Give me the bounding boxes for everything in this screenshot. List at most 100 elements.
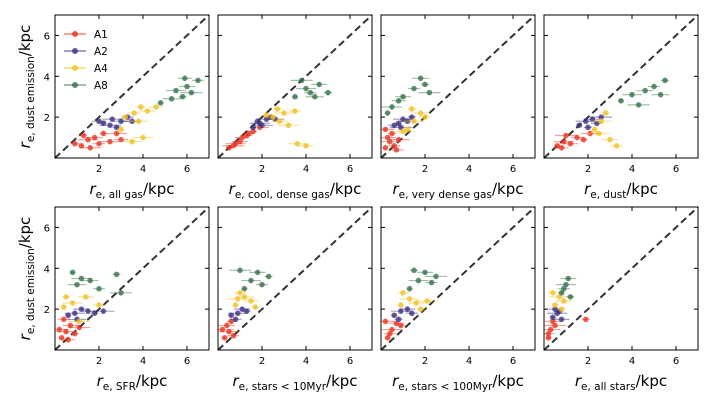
series-A4 <box>117 104 164 145</box>
data-point <box>552 302 558 308</box>
data-point <box>263 112 270 118</box>
data-point <box>96 140 102 147</box>
series-A8 <box>406 267 447 292</box>
data-point <box>78 275 85 282</box>
data-point <box>417 110 424 116</box>
x-axis-label: re, stars < 10Myr/kpc <box>232 372 357 393</box>
x-tick-label: 4 <box>466 356 472 367</box>
data-point <box>237 267 243 274</box>
legend: A1 A2 A4 A8 <box>64 29 108 92</box>
data-point <box>409 106 415 112</box>
data-point <box>395 316 402 323</box>
data-point <box>241 294 248 300</box>
y-tick-label: 6 <box>44 223 50 234</box>
legend-label: A8 <box>94 80 108 92</box>
data-point <box>567 140 574 147</box>
data-point <box>91 134 98 141</box>
data-point <box>325 89 331 96</box>
data-point <box>629 91 635 98</box>
data-point <box>382 318 389 325</box>
legend-item-A8: A8 <box>64 80 108 92</box>
data-point <box>395 98 402 104</box>
data-point <box>398 308 404 314</box>
legend-item-A2: A2 <box>64 46 108 58</box>
series-A2 <box>388 114 416 131</box>
series-A1 <box>55 316 91 343</box>
data-point <box>422 81 428 88</box>
data-point <box>113 124 120 131</box>
data-point <box>398 124 404 131</box>
data-point <box>80 132 87 139</box>
legend-marker <box>72 48 78 54</box>
x-axis-label: re, all gas/kpc <box>90 180 175 201</box>
axes-frame <box>217 14 373 159</box>
data-point <box>583 316 589 323</box>
data-point <box>219 326 226 333</box>
data-point <box>263 116 270 122</box>
x-axis-label: re, stars < 100Myr/kpc <box>392 372 524 393</box>
data-point <box>552 322 558 329</box>
legend-label: A2 <box>94 46 108 58</box>
data-point <box>254 269 261 276</box>
series-A4 <box>588 110 623 149</box>
data-point <box>140 134 146 141</box>
data-point <box>398 322 404 329</box>
x-tick-label: 6 <box>673 356 679 367</box>
series-A8 <box>229 267 273 292</box>
x-tick-label: 2 <box>585 164 591 175</box>
data-point <box>580 136 587 143</box>
data-point <box>415 277 422 284</box>
x-tick-label: 2 <box>422 164 428 175</box>
data-point <box>235 296 241 302</box>
data-point <box>411 267 417 274</box>
data-point <box>241 285 248 292</box>
data-point <box>87 277 93 284</box>
data-point <box>395 120 402 127</box>
data-point <box>561 138 567 145</box>
panel-8: 2 4 6 re, all stars/kpc <box>543 206 699 393</box>
data-point <box>250 128 256 135</box>
data-point <box>228 318 234 325</box>
data-point <box>307 89 314 96</box>
data-point <box>226 144 232 151</box>
data-point <box>651 83 657 90</box>
x-tick-label: 2 <box>422 356 428 367</box>
data-point <box>382 144 389 151</box>
data-point <box>83 294 89 300</box>
data-point <box>107 122 113 129</box>
data-point <box>389 104 395 110</box>
data-point <box>422 269 428 276</box>
data-point <box>545 334 552 341</box>
series-A2 <box>575 114 613 131</box>
data-point <box>72 310 78 317</box>
data-point <box>248 298 254 304</box>
data-point <box>85 136 91 143</box>
data-point <box>157 100 164 106</box>
data-point <box>248 277 254 284</box>
one-to-one-line <box>54 14 210 159</box>
legend-label: A4 <box>94 63 108 75</box>
data-point <box>550 290 556 296</box>
data-point <box>552 306 558 312</box>
x-tick-label: 4 <box>303 164 309 175</box>
data-point <box>230 142 237 149</box>
data-point <box>182 75 188 82</box>
axes-frame <box>543 206 699 351</box>
data-point <box>406 296 413 302</box>
data-point <box>252 304 259 310</box>
data-point <box>281 110 287 116</box>
data-point <box>96 118 102 125</box>
data-point <box>131 110 137 116</box>
data-point <box>87 144 93 151</box>
data-point <box>228 312 234 319</box>
axes-frame <box>217 206 373 351</box>
data-point <box>558 290 565 296</box>
data-point <box>384 334 391 341</box>
x-tick-label: 4 <box>140 164 146 175</box>
data-point <box>118 290 124 296</box>
data-point <box>113 130 120 137</box>
data-point <box>76 324 82 331</box>
data-point <box>303 85 309 92</box>
data-point <box>598 114 604 120</box>
